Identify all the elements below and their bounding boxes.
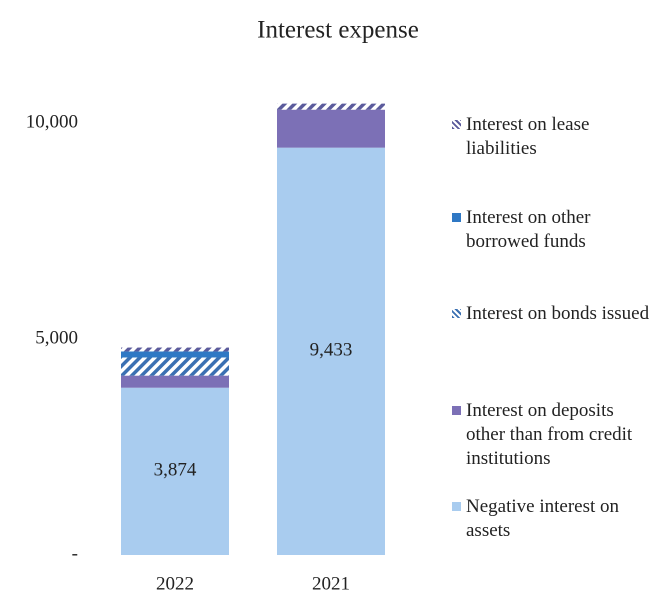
bar-segment [121,357,229,376]
y-tick-label: - [72,543,78,564]
legend-label: Interest on deposits other than from cre… [466,400,633,469]
chart-title: Interest expense [257,17,419,44]
bar-segment [121,387,229,555]
legend-swatch [452,309,461,318]
data-label: 3,874 [154,460,197,481]
bar-segment [121,375,229,388]
legend-item: Interest on other borrowed funds [452,206,652,254]
legend-swatch [452,406,461,415]
legend-item: Interest on bonds issued [452,302,652,326]
bar-segment [121,347,229,352]
legend-label: Negative interest on assets [466,496,620,541]
bar-segment [277,103,385,110]
legend-item: Interest on deposits other than from cre… [452,399,652,471]
x-tick-label: 2022 [156,573,194,594]
legend-label: Interest on bonds issued [466,303,650,324]
legend-swatch [452,502,461,511]
x-tick-label: 2021 [312,573,350,594]
bar-segment [277,109,385,148]
bar-segment [277,147,385,556]
y-tick-label: 5,000 [35,327,78,348]
legend-swatch [452,213,461,222]
legend-item: Interest on lease liabilities [452,113,652,161]
legend-swatch [452,120,461,129]
bar-segment [121,351,229,358]
legend-label: Interest on lease liabilities [466,114,590,159]
y-tick-label: 10,000 [26,112,78,133]
legend-item: Negative interest on assets [452,495,652,543]
legend-label: Interest on other borrowed funds [466,207,591,252]
data-label: 9,433 [310,340,353,361]
